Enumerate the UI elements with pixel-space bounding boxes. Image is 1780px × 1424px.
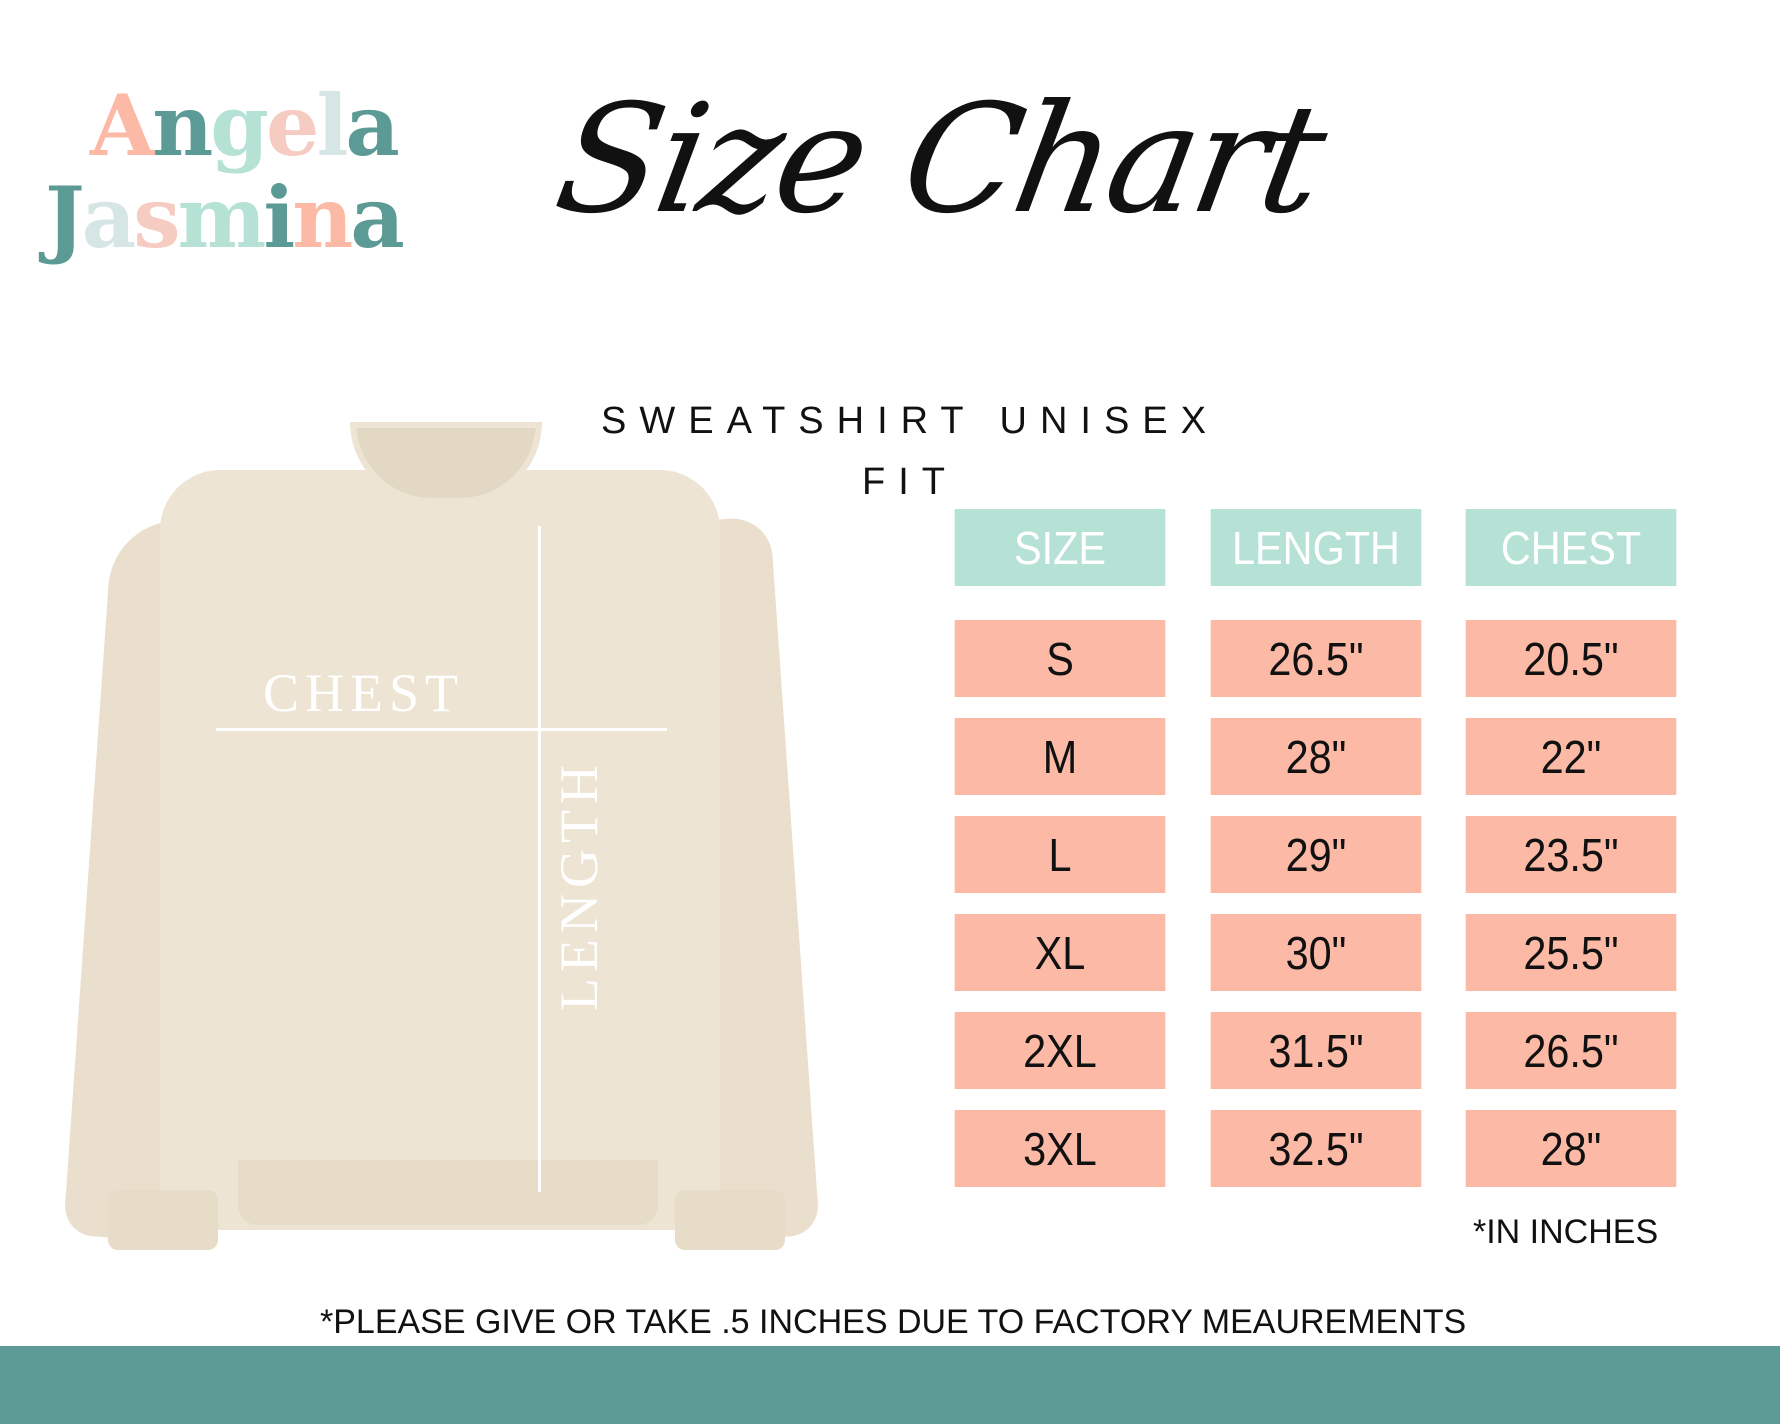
table-cell-length: 32.5"	[1210, 1110, 1422, 1187]
brand-logo: Angela	[90, 76, 400, 175]
table-cell-chest: 28"	[1465, 1110, 1677, 1187]
logo-letter: n	[292, 168, 353, 267]
header-chest: CHEST	[1465, 509, 1677, 586]
table-cell-chest: 23.5"	[1465, 816, 1677, 893]
logo-letter: J	[45, 168, 85, 267]
table-cell-size: M	[954, 718, 1166, 795]
logo-letter: g	[210, 76, 269, 175]
length-measure-line	[538, 526, 541, 1192]
table-cell-chest: 26.5"	[1465, 1012, 1677, 1089]
table-cell-length: 30"	[1210, 914, 1422, 991]
right-cuff	[675, 1190, 785, 1250]
table-cell-size: S	[954, 620, 1166, 697]
table-cell-length: 29"	[1210, 816, 1422, 893]
logo-line-1: Angela	[90, 76, 400, 175]
units-note: *IN INCHES	[1473, 1213, 1659, 1251]
brand-logo-line-2: Jasmina	[45, 168, 405, 267]
table-cell-size: XL	[954, 914, 1166, 991]
logo-letter: e	[266, 76, 319, 175]
table-cell-size: 2XL	[954, 1012, 1166, 1089]
subtitle-line-2: FIT	[862, 461, 958, 503]
left-cuff	[108, 1190, 218, 1250]
logo-letter: a	[345, 76, 399, 175]
logo-letter: a	[81, 168, 136, 267]
logo-letter: n	[152, 76, 213, 175]
subtitle-line-1: SWEATSHIRT UNISEX	[601, 400, 1219, 442]
logo-letter: m	[177, 168, 266, 267]
table-cell-length: 26.5"	[1210, 620, 1422, 697]
logo-letter: i	[263, 168, 295, 267]
length-label: LENGTH	[549, 759, 609, 1011]
page-title: Size Chart	[544, 73, 1335, 247]
header-size: SIZE	[954, 509, 1166, 586]
chest-label: CHEST	[263, 663, 465, 723]
logo-letter: s	[133, 168, 180, 267]
table-cell-length: 28"	[1210, 718, 1422, 795]
table-cell-chest: 25.5"	[1465, 914, 1677, 991]
table-cell-length: 31.5"	[1210, 1012, 1422, 1089]
chest-measure-line	[216, 728, 667, 731]
table-cell-chest: 20.5"	[1465, 620, 1677, 697]
header-length: LENGTH	[1210, 509, 1422, 586]
shirt-body	[160, 470, 720, 1230]
footer-note: *PLEASE GIVE OR TAKE .5 INCHES DUE TO FA…	[320, 1303, 1467, 1341]
footer-bar	[0, 1346, 1780, 1424]
logo-line-2: Jasmina	[45, 168, 405, 267]
logo-letter: l	[316, 76, 348, 175]
table-cell-size: 3XL	[954, 1110, 1166, 1187]
logo-letter: A	[90, 76, 155, 175]
table-cell-size: L	[954, 816, 1166, 893]
logo-letter: a	[350, 168, 404, 267]
waistband	[238, 1160, 658, 1225]
table-cell-chest: 22"	[1465, 718, 1677, 795]
